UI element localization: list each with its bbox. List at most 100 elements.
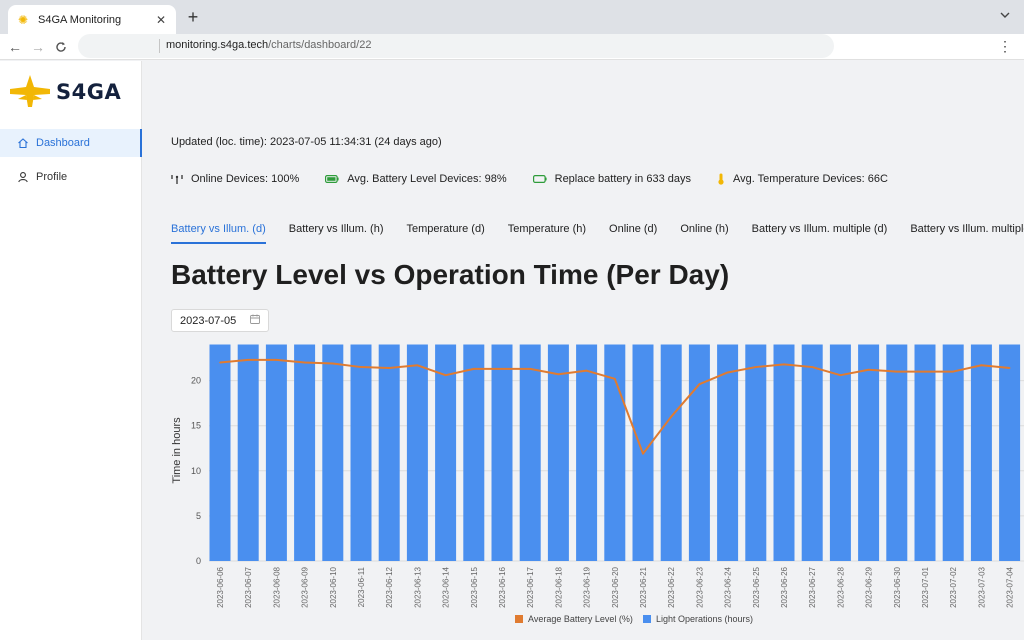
chart-bar bbox=[688, 344, 710, 561]
legend-label-battery: Average Battery Level (%) bbox=[528, 614, 633, 624]
chart-bar bbox=[914, 344, 936, 561]
x-tick-label: 2023-06-30 bbox=[893, 566, 902, 607]
tab-title: S4GA Monitoring bbox=[38, 13, 122, 26]
x-tick-label: 2023-07-02 bbox=[949, 566, 958, 607]
sidebar-item-profile[interactable]: Profile bbox=[0, 163, 142, 191]
sidebar-item-dashboard[interactable]: Dashboard bbox=[0, 129, 142, 157]
legend-swatch-operations bbox=[643, 615, 651, 623]
address-divider bbox=[159, 39, 160, 53]
chart-bar bbox=[378, 344, 400, 561]
date-value: 2023-07-05 bbox=[180, 314, 237, 327]
updated-timestamp: Updated (loc. time): 2023-07-05 11:34:31… bbox=[171, 136, 442, 148]
browser-tab[interactable]: ✺ S4GA Monitoring ✕ bbox=[8, 5, 176, 34]
sidebar: S4GA Dashboard Profile bbox=[0, 61, 142, 640]
chart-bar bbox=[209, 344, 231, 561]
tab-battery-illum-multiple-d[interactable]: Battery vs Illum. multiple (d) bbox=[751, 223, 888, 235]
address-bar[interactable]: monitoring.s4ga.tech/charts/dashboard/22 bbox=[78, 34, 834, 58]
x-tick-label: 2023-06-29 bbox=[865, 566, 874, 607]
x-tick-label: 2023-06-17 bbox=[526, 566, 535, 607]
chart-bar bbox=[491, 344, 513, 561]
logo[interactable]: S4GA bbox=[8, 73, 121, 111]
new-tab-button[interactable]: + bbox=[187, 7, 199, 27]
battery-level-point bbox=[839, 374, 842, 376]
x-tick-label: 2023-06-12 bbox=[385, 566, 394, 607]
url-path: /charts/dashboard/22 bbox=[268, 39, 372, 51]
battery-level-point bbox=[332, 362, 334, 365]
battery-level-point bbox=[247, 359, 249, 361]
x-tick-label: 2023-06-16 bbox=[498, 566, 507, 607]
browser-menu-icon[interactable]: ⋮ bbox=[998, 38, 1012, 54]
chart-bar bbox=[265, 344, 287, 561]
battery-level-point bbox=[952, 370, 954, 373]
y-tick-label: 0 bbox=[196, 556, 201, 566]
x-tick-label: 2023-07-01 bbox=[921, 566, 930, 607]
battery-level-point bbox=[867, 368, 870, 371]
tab-search-chevron-icon[interactable] bbox=[1000, 9, 1010, 21]
legend-label-operations: Light Operations (hours) bbox=[656, 614, 753, 624]
signal-icon bbox=[171, 174, 183, 184]
stat-battery-level: Avg. Battery Level Devices: 98% bbox=[325, 173, 507, 185]
battery-level-point bbox=[755, 366, 757, 368]
tab-temperature-d[interactable]: Temperature (d) bbox=[406, 223, 485, 235]
battery-level-point bbox=[275, 359, 278, 361]
x-tick-label: 2023-06-25 bbox=[752, 566, 761, 607]
chart-bar bbox=[886, 344, 908, 561]
thermometer-icon bbox=[717, 173, 725, 185]
reload-button[interactable] bbox=[52, 37, 70, 58]
home-icon bbox=[16, 136, 30, 150]
tab-battery-illum-d[interactable]: Battery vs Illum. (d) bbox=[171, 223, 266, 244]
battery-level-point bbox=[698, 383, 701, 385]
chart-bar bbox=[773, 344, 795, 561]
back-button[interactable]: ← bbox=[8, 39, 22, 55]
x-tick-label: 2023-06-13 bbox=[413, 566, 422, 607]
battery-level-point bbox=[811, 366, 813, 368]
battery-level-point bbox=[670, 415, 672, 418]
chart-bar bbox=[237, 344, 259, 561]
x-tick-label: 2023-06-07 bbox=[244, 566, 253, 607]
chart-bar bbox=[604, 344, 626, 561]
forward-button[interactable]: → bbox=[31, 39, 45, 55]
stat-replace-battery: Replace battery in 633 days bbox=[532, 173, 691, 185]
battery-level-point bbox=[980, 364, 983, 367]
tab-battery-illum-multiple-h[interactable]: Battery vs Illum. multiple (h) bbox=[910, 223, 1024, 235]
x-tick-label: 2023-06-18 bbox=[554, 566, 563, 607]
x-tick-label: 2023-06-19 bbox=[583, 566, 592, 607]
x-tick-label: 2023-06-26 bbox=[780, 566, 789, 607]
chart-bar bbox=[999, 344, 1021, 561]
battery-level-point bbox=[585, 369, 588, 372]
browser-tab-strip: ✺ S4GA Monitoring ✕ + bbox=[0, 0, 1024, 34]
stat-label: Avg. Battery Level Devices: 98% bbox=[347, 173, 507, 185]
y-tick-label: 10 bbox=[191, 466, 201, 476]
stat-online: Online Devices: 100% bbox=[171, 173, 299, 185]
tab-online-h[interactable]: Online (h) bbox=[680, 223, 729, 235]
battery-level-point bbox=[501, 368, 503, 370]
x-tick-label: 2023-06-27 bbox=[808, 566, 817, 607]
chart-bar bbox=[660, 344, 682, 561]
battery-level-point bbox=[614, 377, 616, 380]
x-tick-label: 2023-06-15 bbox=[470, 566, 479, 607]
airplane-logo-icon bbox=[10, 75, 50, 107]
x-tick-label: 2023-06-24 bbox=[724, 566, 733, 607]
battery-vs-operation-chart: 0 5 10 15 20 Time in hours 2023-06-06 2023-06-0… bbox=[171, 344, 1024, 624]
tab-battery-illum-h[interactable]: Battery vs Illum. (h) bbox=[288, 223, 384, 235]
y-axis-label: Time in hours bbox=[171, 417, 183, 484]
chart-bar bbox=[350, 344, 372, 561]
y-tick-label: 15 bbox=[191, 421, 201, 431]
date-picker[interactable]: 2023-07-05 bbox=[171, 309, 269, 332]
chart-bar bbox=[463, 344, 485, 561]
tab-online-d[interactable]: Online (d) bbox=[609, 223, 658, 235]
y-tick-label: 5 bbox=[196, 511, 201, 521]
x-tick-label: 2023-06-08 bbox=[272, 566, 281, 607]
x-tick-label: 2023-06-28 bbox=[836, 566, 845, 607]
chart-bar bbox=[547, 344, 569, 561]
close-tab-icon[interactable]: ✕ bbox=[155, 12, 167, 27]
logo-text: S4GA bbox=[56, 80, 122, 104]
stat-label: Replace battery in 633 days bbox=[554, 173, 691, 185]
tab-temperature-h[interactable]: Temperature (h) bbox=[507, 223, 587, 235]
battery-level-point bbox=[388, 367, 390, 369]
x-tick-label: 2023-07-04 bbox=[1006, 566, 1015, 607]
x-tick-label: 2023-06-10 bbox=[329, 566, 338, 607]
chart-bar bbox=[406, 344, 428, 561]
url-text[interactable]: monitoring.s4ga.tech/charts/dashboard/22 bbox=[166, 39, 371, 51]
battery-level-point bbox=[726, 371, 729, 374]
